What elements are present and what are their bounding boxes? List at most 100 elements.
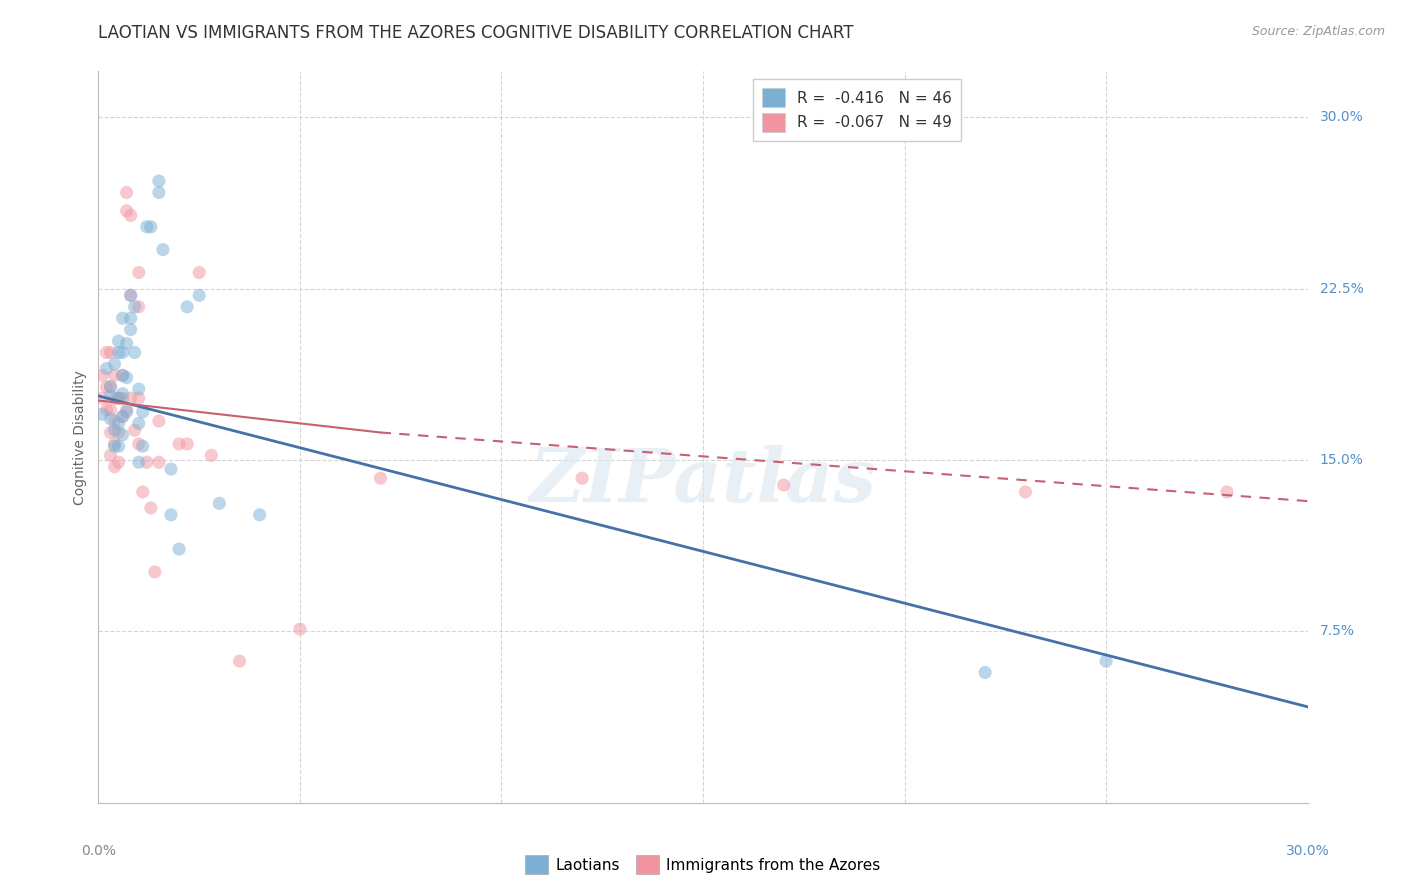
Point [100,345,122,359]
Point [132,439,155,453]
Point [167,437,190,451]
Point [107,439,129,453]
Point [120,208,142,222]
Point [107,391,129,405]
Point [107,455,129,469]
Point [111,311,134,326]
Point [1216,485,1239,500]
Point [115,402,138,417]
Text: 30.0%: 30.0% [1320,110,1364,124]
Point [111,409,134,424]
Point [370,471,392,485]
Point [103,459,125,474]
Point [100,402,122,417]
Point [91,391,114,405]
Point [100,380,122,394]
Point [111,427,134,442]
Point [96,402,118,417]
Point [160,508,183,522]
Point [100,380,122,394]
Point [128,455,150,469]
Point [120,288,142,302]
Point [148,186,170,200]
Point [249,508,271,522]
Point [135,219,157,234]
Point [143,565,166,579]
Point [115,203,138,218]
Point [103,423,125,437]
Point [96,361,118,376]
Point [115,336,138,351]
Point [128,382,150,396]
Point [100,449,122,463]
Text: Source: ZipAtlas.com: Source: ZipAtlas.com [1251,25,1385,38]
Point [120,288,142,302]
Point [176,300,198,314]
Point [115,405,138,419]
Point [96,345,118,359]
Point [103,391,125,405]
Point [132,485,155,500]
Point [160,462,183,476]
Point [772,478,794,492]
Point [148,414,170,428]
Point [152,243,174,257]
Point [107,345,129,359]
Point [107,425,129,440]
Point [120,311,142,326]
Point [91,407,114,421]
Point [107,334,129,348]
Point [96,380,118,394]
Point [188,266,211,280]
Text: 15.0%: 15.0% [1320,453,1364,467]
Point [128,300,150,314]
Point [103,414,125,428]
Point [107,391,129,405]
Point [208,496,231,510]
Legend: Laotians, Immigrants from the Azores: Laotians, Immigrants from the Azores [519,849,887,880]
Point [111,386,134,401]
Point [111,368,134,383]
Text: 7.5%: 7.5% [1320,624,1354,639]
Point [139,500,162,515]
Point [124,345,146,359]
Point [128,437,150,451]
Point [115,370,138,384]
Point [107,417,129,431]
Point [148,455,170,469]
Point [974,665,997,680]
Point [571,471,593,485]
Point [111,391,134,405]
Point [128,417,150,431]
Point [148,174,170,188]
Legend: R =  -0.416   N = 46, R =  -0.067   N = 49: R = -0.416 N = 46, R = -0.067 N = 49 [754,79,962,141]
Point [100,425,122,440]
Point [91,368,114,383]
Point [1014,485,1036,500]
Point [100,389,122,403]
Point [103,368,125,383]
Point [176,437,198,451]
Text: ZIPatlas: ZIPatlas [530,445,876,517]
Text: 30.0%: 30.0% [1285,844,1330,858]
Point [1095,654,1118,668]
Point [103,357,125,371]
Point [103,439,125,453]
Point [167,542,190,557]
Point [288,622,311,636]
Point [128,266,150,280]
Point [124,423,146,437]
Point [103,437,125,451]
Point [100,412,122,426]
Point [188,288,211,302]
Point [128,391,150,405]
Point [200,449,222,463]
Y-axis label: Cognitive Disability: Cognitive Disability [73,369,87,505]
Text: 0.0%: 0.0% [82,844,115,858]
Point [111,368,134,383]
Text: LAOTIAN VS IMMIGRANTS FROM THE AZORES COGNITIVE DISABILITY CORRELATION CHART: LAOTIAN VS IMMIGRANTS FROM THE AZORES CO… [98,24,853,42]
Point [139,219,162,234]
Point [111,409,134,424]
Text: 22.5%: 22.5% [1320,282,1364,295]
Point [120,391,142,405]
